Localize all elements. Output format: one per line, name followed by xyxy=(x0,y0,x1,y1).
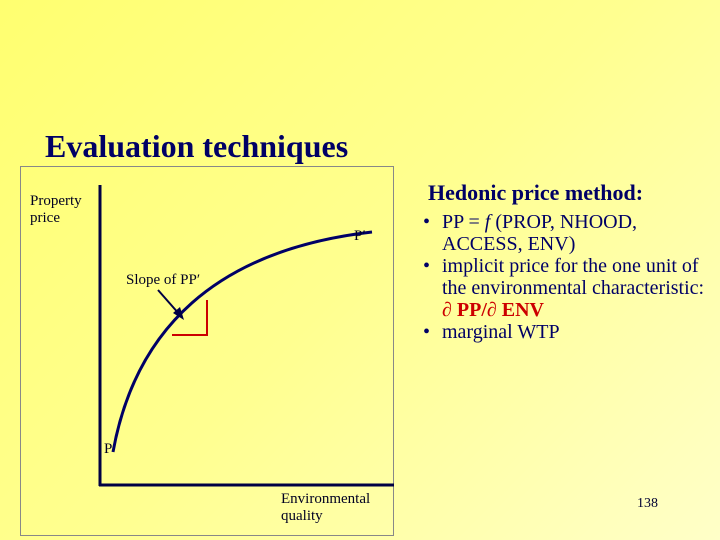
curve-end-label: P′ xyxy=(354,228,366,244)
text: (PROP, NHOOD, ACCESS, ENV) xyxy=(442,211,638,255)
bullet: marginal WTP xyxy=(423,321,713,343)
arrow-head xyxy=(173,307,184,320)
text: PP = xyxy=(442,211,485,233)
page-number: 138 xyxy=(637,496,658,511)
formula: ∂ PP/∂ ENV xyxy=(442,299,544,321)
curve-start-label: P xyxy=(104,441,113,457)
text: marginal WTP xyxy=(442,321,560,343)
slope-label: Slope of PP′ xyxy=(126,272,201,288)
price-curve xyxy=(111,230,373,453)
bullet: implicit price for the one unit of the e… xyxy=(423,255,713,321)
function-symbol: f xyxy=(484,211,491,233)
x-axis-label: Environmental quality xyxy=(281,491,371,524)
panel-heading: Hedonic price method: xyxy=(428,180,644,205)
text: implicit price for the one unit of the e… xyxy=(442,255,705,299)
slide-title: Evaluation techniques xyxy=(45,128,349,164)
y-axis-label: Property price xyxy=(30,193,82,226)
slope-triangle xyxy=(172,300,208,336)
bullet-list: PP = f (PROP, NHOOD, ACCESS, ENV) implic… xyxy=(423,211,713,343)
diagram-frame xyxy=(20,166,394,536)
bullet: PP = f (PROP, NHOOD, ACCESS, ENV) xyxy=(423,211,713,255)
